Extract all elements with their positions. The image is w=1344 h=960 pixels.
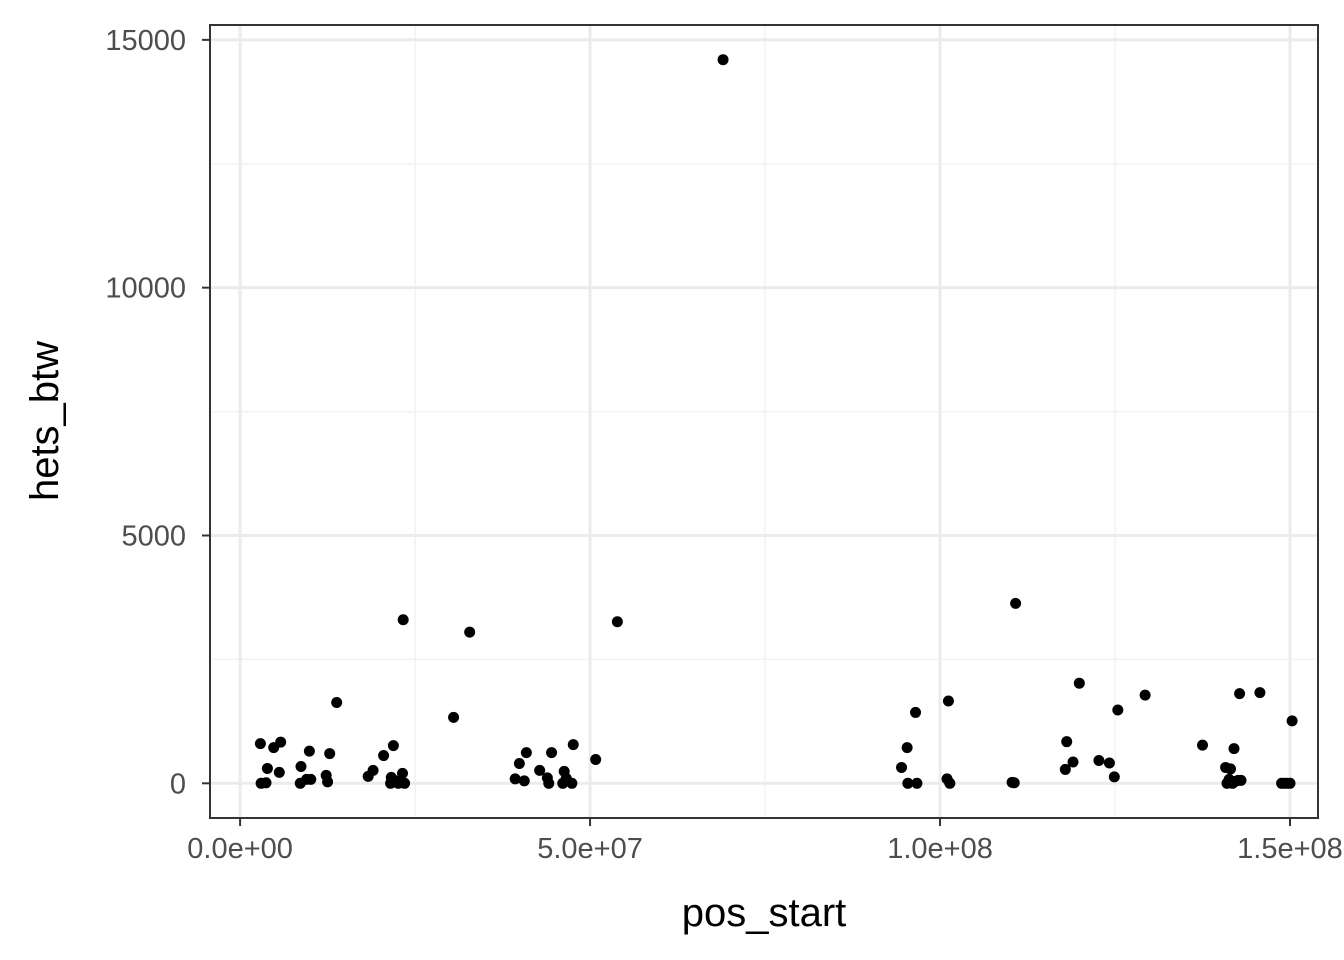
x-tick-label: 0.0e+00 <box>187 833 293 865</box>
x-tick-label: 1.0e+08 <box>887 833 993 865</box>
data-point <box>567 739 579 751</box>
data-point <box>295 760 307 772</box>
y-axis-ticks: 0 5000 10000 15000 <box>105 25 210 800</box>
data-point <box>1073 677 1085 689</box>
data-point <box>509 773 521 785</box>
data-point <box>1286 715 1298 727</box>
x-tick-label: 1.5e+08 <box>1237 833 1343 865</box>
data-point <box>1059 763 1071 775</box>
y-tick-label: 15000 <box>105 25 186 57</box>
data-point <box>1093 755 1105 767</box>
data-point <box>910 706 922 718</box>
data-point <box>513 757 525 769</box>
data-point <box>303 745 315 757</box>
data-point <box>944 777 956 789</box>
data-point <box>901 742 913 754</box>
data-point <box>464 626 476 638</box>
x-axis: 0.0e+00 5.0e+07 1.0e+08 1.5e+08 pos_start <box>187 818 1343 935</box>
data-point <box>387 740 399 752</box>
data-point <box>322 776 334 788</box>
data-point <box>1139 689 1151 701</box>
data-point <box>520 747 532 759</box>
data-point <box>902 777 914 789</box>
data-point <box>1228 743 1240 755</box>
data-point <box>1008 777 1020 789</box>
data-point <box>1061 736 1073 748</box>
y-tick-label: 10000 <box>105 273 186 305</box>
y-tick-label: 5000 <box>121 520 186 552</box>
data-point <box>331 697 343 709</box>
data-point <box>1235 774 1247 786</box>
data-point <box>534 764 546 776</box>
data-point <box>275 736 287 748</box>
data-point <box>611 616 623 628</box>
panel-border <box>209 24 1319 819</box>
data-point <box>546 747 558 759</box>
data-point <box>1225 763 1237 775</box>
data-point <box>942 695 954 707</box>
data-point <box>261 762 273 774</box>
data-point <box>543 777 555 789</box>
data-point <box>305 773 317 785</box>
data-point <box>896 761 908 773</box>
data-point <box>518 775 530 787</box>
data-point <box>566 777 578 789</box>
data-point <box>1067 756 1079 768</box>
data-point <box>911 777 923 789</box>
y-axis-title: hets_btw <box>23 341 67 501</box>
minor-gridlines <box>210 25 1318 818</box>
data-point <box>1108 771 1120 783</box>
data-point <box>1112 704 1124 716</box>
x-tick-label: 5.0e+07 <box>537 833 643 865</box>
data-point <box>396 767 408 779</box>
data-point <box>399 777 411 789</box>
x-axis-ticks: 0.0e+00 5.0e+07 1.0e+08 1.5e+08 <box>187 818 1343 865</box>
data-point <box>378 750 390 762</box>
data-point <box>397 614 409 626</box>
data-point <box>448 711 460 723</box>
data-point <box>260 777 272 789</box>
panel-background <box>210 25 1318 818</box>
data-point <box>1254 687 1266 699</box>
data-point <box>1010 597 1022 609</box>
x-axis-title: pos_start <box>682 891 847 935</box>
data-points <box>254 54 1298 789</box>
data-point <box>590 754 602 766</box>
data-point <box>367 764 379 776</box>
plot-panel <box>209 24 1319 819</box>
data-point <box>1284 777 1296 789</box>
y-axis: 0 5000 10000 15000 hets_btw <box>23 25 210 800</box>
data-point <box>273 766 285 778</box>
y-tick-label: 0 <box>170 768 186 800</box>
data-point <box>1234 688 1246 700</box>
data-point <box>254 738 266 750</box>
data-point <box>1103 757 1115 769</box>
data-point <box>717 54 729 66</box>
data-point <box>1197 739 1209 751</box>
data-point <box>324 748 336 760</box>
